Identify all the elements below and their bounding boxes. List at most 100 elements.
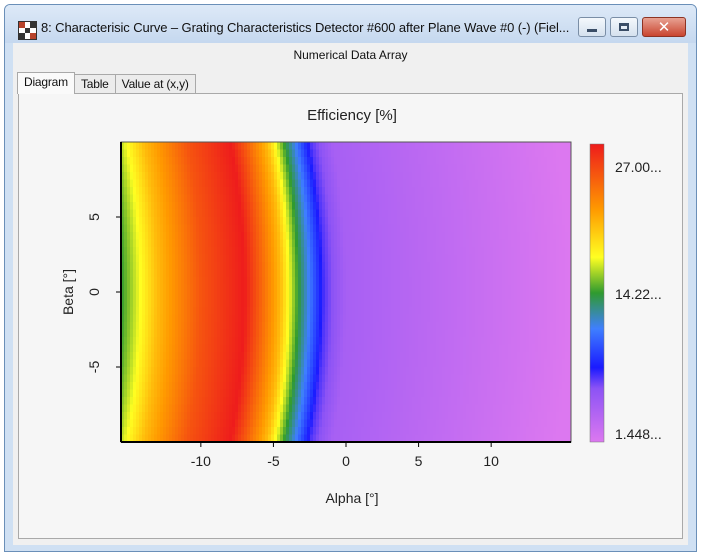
heatmap-cell — [394, 164, 398, 173]
heatmap-cell — [496, 367, 500, 376]
heatmap-cell — [508, 299, 512, 308]
heatmap-cell — [373, 269, 377, 278]
heatmap-cell — [274, 382, 278, 391]
heatmap-cell — [175, 247, 179, 256]
heatmap-cell — [562, 142, 566, 151]
heatmap-cell — [460, 142, 464, 151]
heatmap-cell — [433, 292, 437, 301]
heatmap-cell — [544, 344, 548, 353]
heatmap-cell — [286, 344, 290, 353]
heatmap-cell — [514, 217, 518, 226]
heatmap-cell — [466, 239, 470, 248]
tab-value-at[interactable]: Value at (x,y) — [114, 74, 196, 94]
heatmap-cell — [205, 344, 209, 353]
heatmap-cell — [232, 299, 236, 308]
heatmap-cell — [532, 232, 536, 241]
heatmap-cell — [481, 262, 485, 271]
heatmap-cell — [214, 322, 218, 331]
heatmap-cell — [259, 217, 263, 226]
heatmap-cell — [163, 337, 167, 346]
heatmap-cell — [496, 179, 500, 188]
heatmap-cell — [280, 314, 284, 323]
heatmap-cell — [154, 247, 158, 256]
heatmap-cell — [196, 164, 200, 173]
heatmap-cell — [181, 284, 185, 293]
heatmap-cell — [142, 367, 146, 376]
heatmap-cell — [211, 352, 215, 361]
heatmap-cell — [352, 149, 356, 158]
heatmap-cell — [415, 217, 419, 226]
heatmap-cell — [154, 314, 158, 323]
title-bar[interactable]: 8: Characterisic Curve – Grating Charact… — [5, 5, 696, 43]
tab-diagram[interactable]: Diagram — [17, 72, 75, 94]
heatmap-cell — [517, 337, 521, 346]
heatmap-cell — [160, 284, 164, 293]
heatmap-cell — [568, 382, 571, 391]
heatmap-cell — [442, 314, 446, 323]
heatmap-cell — [208, 142, 212, 151]
heatmap-cell — [223, 329, 227, 338]
heatmap-cell — [559, 322, 563, 331]
heatmap-cell — [166, 239, 170, 248]
heatmap-cell — [403, 314, 407, 323]
heatmap-cell — [421, 142, 425, 151]
heatmap-cell — [388, 382, 392, 391]
heatmap-cell — [457, 247, 461, 256]
heatmap-cell — [310, 314, 314, 323]
heatmap-cell — [235, 142, 239, 151]
heatmap-cell — [289, 269, 293, 278]
heatmap-cell — [124, 337, 128, 346]
heatmap-cell — [241, 149, 245, 158]
heatmap-cell — [208, 277, 212, 286]
heatmap-cell — [265, 269, 269, 278]
heatmap-cell — [523, 172, 527, 181]
heatmap-cell — [433, 284, 437, 293]
heatmap-cell — [490, 232, 494, 241]
heatmap-cell — [409, 149, 413, 158]
heatmap-cell — [175, 187, 179, 196]
heatmap-cell — [175, 202, 179, 211]
heatmap-cell — [436, 149, 440, 158]
heatmap-cell — [556, 194, 560, 203]
heatmap-chart[interactable]: Efficiency [%] -10 -5 0 5 10 50-5 Alpha [°] … — [19, 94, 682, 538]
heatmap-cell — [259, 209, 263, 218]
heatmap-cell — [145, 329, 149, 338]
heatmap-cell — [448, 307, 452, 316]
heatmap-cell — [364, 374, 368, 383]
heatmap-cell — [184, 142, 188, 151]
heatmap-cell — [439, 202, 443, 211]
heatmap-cell — [541, 232, 545, 241]
minimize-button[interactable] — [578, 17, 606, 37]
heatmap-cell — [334, 277, 338, 286]
heatmap-cell — [145, 179, 149, 188]
maximize-button[interactable] — [610, 17, 638, 37]
heatmap-cell — [319, 292, 323, 301]
heatmap-cell — [139, 284, 143, 293]
heatmap-cell — [562, 344, 566, 353]
heatmap-cell — [469, 344, 473, 353]
close-button[interactable]: ✕ — [642, 17, 686, 37]
heatmap-cell — [565, 157, 569, 166]
heatmap-cell — [445, 254, 449, 263]
heatmap-cell — [271, 322, 275, 331]
heatmap-cell — [196, 322, 200, 331]
heatmap-cell — [535, 194, 539, 203]
heatmap-cell — [250, 239, 254, 248]
heatmap-cell — [385, 254, 389, 263]
heatmap-cell — [220, 239, 224, 248]
tab-table[interactable]: Table — [73, 74, 116, 94]
heatmap-cell — [208, 359, 212, 368]
heatmap-cell — [340, 232, 344, 241]
heatmap-cell — [355, 292, 359, 301]
heatmap-cell — [451, 314, 455, 323]
heatmap-cell — [424, 194, 428, 203]
heatmap-cell — [463, 149, 467, 158]
heatmap-cell — [562, 277, 566, 286]
heatmap-cell — [142, 359, 146, 368]
heatmap-cell — [364, 314, 368, 323]
heatmap-cell — [124, 329, 128, 338]
heatmap-cell — [208, 187, 212, 196]
heatmap-cell — [151, 292, 155, 301]
heatmap-cell — [364, 307, 368, 316]
heatmap-cell — [511, 239, 515, 248]
